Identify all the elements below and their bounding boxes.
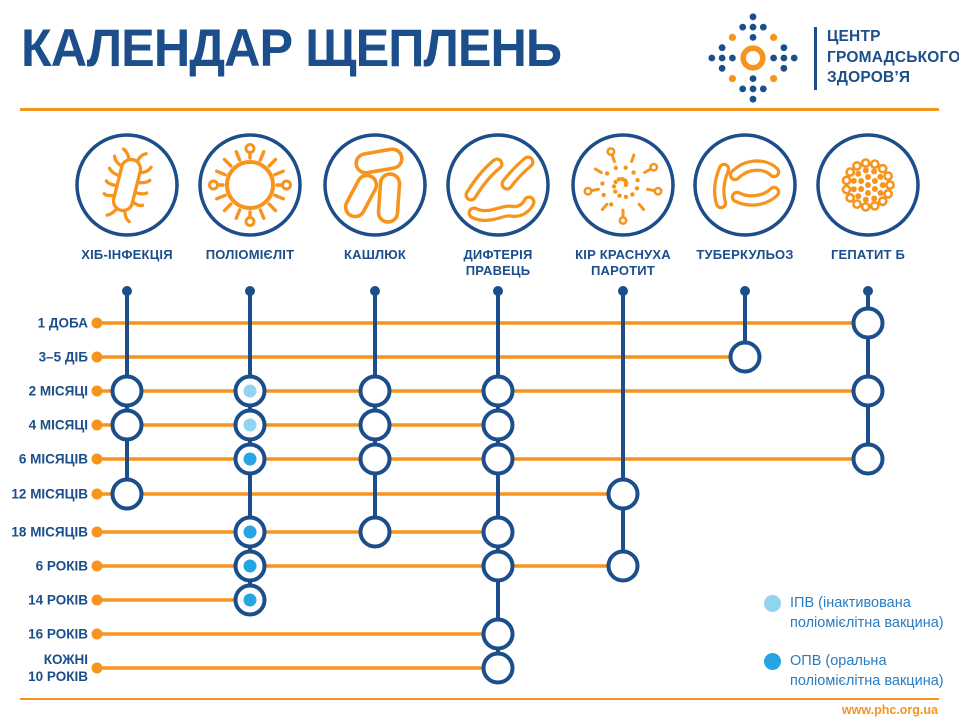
disease-column-tb: ТУБЕРКУЛЬОЗ [670,130,820,263]
dose-marker-hib-row3 [110,408,144,442]
age-line-start-dot-3 [91,419,103,431]
dose-marker-hib-row2 [110,374,144,408]
header-rule [20,108,939,111]
disease-column-hepb: ГЕПАТИТ Б [793,130,943,263]
vaccine-line-top-dot-hepb [863,286,873,296]
disease-column-mmr: КІР КРАСНУХА ПАРОТИТ [548,130,698,279]
age-label-5: 12 МІСЯЦІВ [11,486,88,502]
legend-label-ipv: ІПВ (інактивована поліомієлітна вакцина) [790,595,944,631]
disease-label-hepb: ГЕПАТИТ Б [830,247,906,262]
legend-label-opv: ОПВ (оральна поліомієлітна вакцина) [790,653,944,689]
vaccine-line-top-dot-mmr [618,286,628,296]
age-line-start-dot-5 [91,488,103,500]
ipv-dot-polio-row3 [243,418,257,432]
disease-label-tb: ТУБЕРКУЛЬОЗ [696,247,794,262]
opv-dot-polio-row4 [243,452,257,466]
vaccine-line-top-dot-hib [122,286,132,296]
disease-label-mmr: КІР КРАСНУХА ПАРОТИТ [575,247,671,278]
age-label-1: 3–5 ДІБ [38,349,88,365]
age-label-6: 18 МІСЯЦІВ [11,524,88,540]
age-line-start-dot-2 [91,385,103,397]
measles-spiral-virus-icon [571,133,675,237]
age-label-0: 1 ДОБА [37,315,88,331]
footer-link[interactable]: www.phc.org.ua [841,703,938,717]
hib-bacterium-icon [75,133,179,237]
dose-marker-diphtheria-row4 [481,442,515,476]
opv-dot-polio-row8 [243,593,257,607]
opv-dot-polio-row6 [243,525,257,539]
age-line-start-dot-4 [91,453,103,465]
dose-marker-pertussis-row4 [358,442,392,476]
age-label-8: 14 РОКІВ [28,592,88,608]
age-label-9: 16 РОКІВ [28,626,88,642]
age-label-3: 4 МІСЯЦІ [28,417,88,433]
page-title: КАЛЕНДАР ЩЕПЛЕНЬ [21,19,562,78]
dose-marker-mmr-row5 [606,477,640,511]
tuberculosis-rods-icon [693,133,797,237]
footer-rule [20,698,939,700]
vaccine-line-top-dot-pertussis [370,286,380,296]
hepatitis-b-cluster-icon [816,133,920,237]
ipv-legend-dot-icon [764,595,781,612]
dose-marker-hib-row5 [110,477,144,511]
opv-legend-dot-icon [764,653,781,670]
dose-marker-pertussis-row3 [358,408,392,442]
opv-dot-polio-row7 [243,559,257,573]
disease-label-polio: ПОЛІОМІЄЛІТ [205,247,295,262]
diphtheria-rods-icon [446,133,550,237]
disease-label-pertussis: КАШЛЮК [343,247,407,262]
dose-marker-diphtheria-row7 [481,549,515,583]
dose-marker-pertussis-row6 [358,515,392,549]
legend-item-opv: ОПВ (оральна поліомієлітна вакцина) [764,652,944,691]
dose-marker-pertussis-row2 [358,374,392,408]
disease-column-pertussis: КАШЛЮК [300,130,450,263]
disease-label-hib: ХІБ-ІНФЕКЦІЯ [81,247,173,262]
age-label-7: 6 РОКІВ [35,558,88,574]
disease-column-diphtheria: ДИФТЕРІЯ ПРАВЕЦЬ [423,130,573,279]
vaccine-line-top-dot-polio [245,286,255,296]
age-label-10: КОЖНІ 10 РОКІВ [28,652,88,684]
dose-marker-diphtheria-row2 [481,374,515,408]
age-line-start-dot-7 [91,560,103,572]
age-label-2: 2 МІСЯЦІ [28,383,88,399]
dose-marker-hepb-row4 [851,442,885,476]
dose-marker-mmr-row7 [606,549,640,583]
age-line-start-dot-6 [91,526,103,538]
pertussis-capsules-icon [323,133,427,237]
age-line-start-dot-0 [91,317,103,329]
age-line-start-dot-1 [91,351,103,363]
disease-label-diphtheria: ДИФТЕРІЯ ПРАВЕЦЬ [463,247,533,278]
dose-marker-diphtheria-row3 [481,408,515,442]
polio-virus-icon [198,133,302,237]
phc-dotted-diamond-logo-icon [708,13,798,103]
ipv-dot-polio-row2 [243,384,257,398]
dose-marker-diphtheria-row9 [481,617,515,651]
dose-marker-hepb-row2 [851,374,885,408]
logo-divider [814,27,817,90]
age-line-start-dot-10 [91,662,103,674]
org-name: ЦЕНТР ГРОМАДСЬКОГО ЗДОРОВ’Я [827,28,959,86]
disease-column-hib: ХІБ-ІНФЕКЦІЯ [52,130,202,263]
age-line-start-dot-8 [91,594,103,606]
vaccine-line-top-dot-tb [740,286,750,296]
legend-item-ipv: ІПВ (інактивована поліомієлітна вакцина) [764,594,944,633]
dose-marker-tb-row1 [728,340,762,374]
vaccine-line-top-dot-diphtheria [493,286,503,296]
dose-marker-diphtheria-row6 [481,515,515,549]
dose-marker-diphtheria-row10 [481,651,515,685]
age-label-4: 6 МІСЯЦІВ [18,451,88,467]
age-line-start-dot-9 [91,628,103,640]
disease-column-polio: ПОЛІОМІЄЛІТ [175,130,325,263]
dose-marker-hepb-row0 [851,306,885,340]
